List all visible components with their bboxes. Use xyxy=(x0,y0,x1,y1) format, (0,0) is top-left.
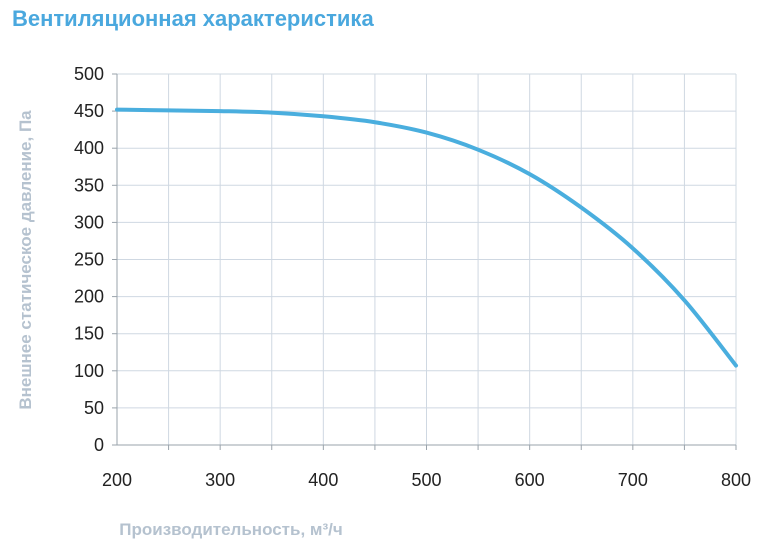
y-axis-title: Внешнее статическое давление, Па xyxy=(16,110,35,410)
y-tick-label: 50 xyxy=(84,398,104,418)
y-tick-label: 350 xyxy=(74,175,104,195)
x-axis-ticks: 200 300 400 500 600 700 800 xyxy=(102,470,751,490)
y-axis-ticks: 0 50 100 150 200 250 300 350 400 450 500 xyxy=(74,64,104,455)
x-tick-label: 500 xyxy=(411,470,441,490)
x-tick-label: 300 xyxy=(205,470,235,490)
y-tick-label: 100 xyxy=(74,361,104,381)
y-tick-label: 250 xyxy=(74,250,104,270)
x-axis-title: Производительность, м³/ч xyxy=(119,520,342,539)
y-tick-label: 450 xyxy=(74,101,104,121)
series-line xyxy=(115,107,738,368)
y-tick-label: 400 xyxy=(74,138,104,158)
y-tick-label: 200 xyxy=(74,287,104,307)
x-tick-label: 400 xyxy=(308,470,338,490)
y-tick-label: 150 xyxy=(74,324,104,344)
grid xyxy=(112,73,737,450)
y-tick-label: 300 xyxy=(74,212,104,232)
y-tick-label: 0 xyxy=(94,435,104,455)
x-tick-label: 700 xyxy=(618,470,648,490)
x-tick-label: 600 xyxy=(515,470,545,490)
x-tick-label: 200 xyxy=(102,470,132,490)
y-tick-label: 500 xyxy=(74,64,104,84)
x-tick-label: 800 xyxy=(721,470,751,490)
chart-title: Вентиляционная характеристика xyxy=(12,6,374,31)
